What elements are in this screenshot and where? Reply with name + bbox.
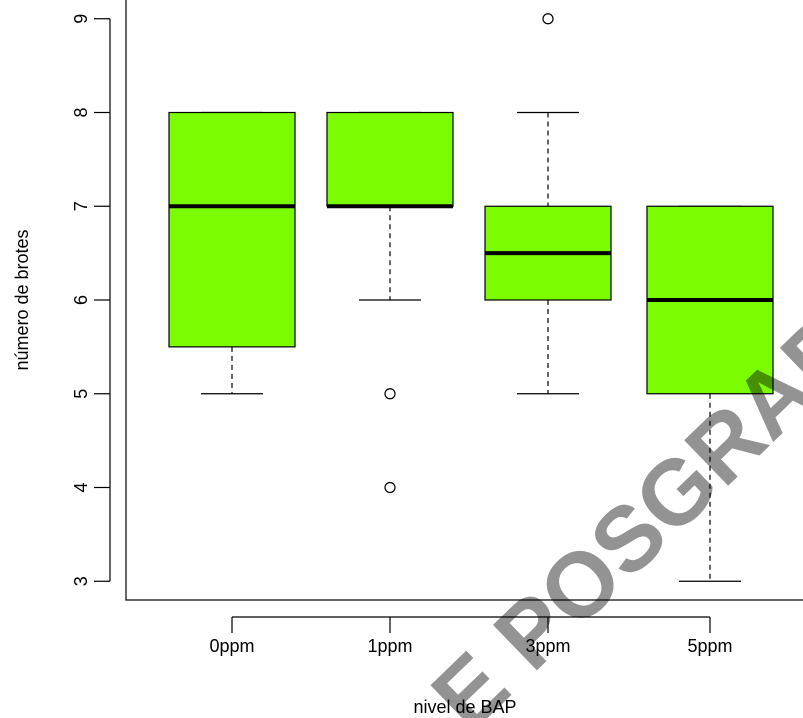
box-group bbox=[168, 13, 774, 582]
y-tick-label: 3 bbox=[71, 576, 91, 586]
y-tick-label: 6 bbox=[71, 295, 91, 305]
box-5ppm bbox=[646, 205, 774, 582]
y-tick-label: 5 bbox=[71, 389, 91, 399]
x-axis-label: nivel de BAP bbox=[413, 697, 516, 717]
y-tick-label: 7 bbox=[71, 201, 91, 211]
y-axis-label: número de brotes bbox=[12, 229, 32, 370]
y-tick-label: 8 bbox=[71, 107, 91, 117]
axes-group: 3 4 5 6 7 8 9 0ppm 1ppm 3ppm 5ppm bbox=[71, 0, 803, 656]
outlier-point bbox=[542, 13, 554, 25]
box-iqr bbox=[326, 111, 454, 207]
y-tick-label: 4 bbox=[71, 482, 91, 492]
x-tick-label: 1ppm bbox=[367, 636, 412, 656]
y-tick-label: 9 bbox=[71, 14, 91, 24]
box-iqr bbox=[168, 111, 296, 348]
x-tick-label: 0ppm bbox=[209, 636, 254, 656]
x-tick-label: 3ppm bbox=[525, 636, 570, 656]
plot-frame bbox=[125, 0, 803, 601]
box-1ppm bbox=[326, 111, 454, 494]
box-0ppm bbox=[168, 111, 296, 395]
outlier-point bbox=[384, 388, 396, 400]
outlier-point bbox=[384, 481, 396, 494]
box-3ppm bbox=[484, 13, 612, 395]
x-tick-label: 5ppm bbox=[687, 636, 732, 656]
